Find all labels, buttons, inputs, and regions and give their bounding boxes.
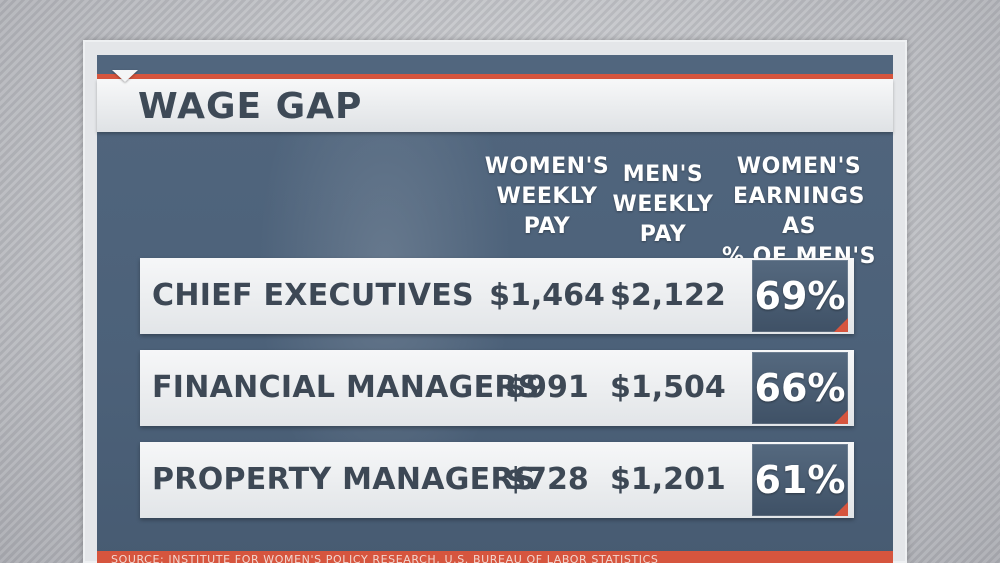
occupation-label: CHIEF EXECUTIVES <box>152 278 474 313</box>
table-row: FINANCIAL MANAGERS $991 $1,504 66% <box>140 350 854 426</box>
column-header-men-weekly-pay: MEN'S WEEKLY PAY <box>612 162 714 247</box>
percent-badge: 61% <box>752 444 848 516</box>
men-weekly-pay-value: $2,122 <box>610 278 726 313</box>
percent-badge: 69% <box>752 260 848 332</box>
source-stripe: SOURCE: INSTITUTE FOR WOMEN'S POLICY RES… <box>97 551 893 563</box>
women-weekly-pay-value: $991 <box>505 370 589 405</box>
percent-value: 66% <box>754 366 846 410</box>
triangle-marker-icon <box>112 70 138 82</box>
women-weekly-pay-value: $728 <box>505 462 589 497</box>
column-header-women-pct-of-men: WOMEN'S EARNINGS AS % OF MEN'S <box>721 154 876 269</box>
percent-value: 69% <box>754 274 846 318</box>
graphic-title: WAGE GAP <box>138 86 363 127</box>
women-weekly-pay-value: $1,464 <box>489 278 605 313</box>
corner-accent-icon <box>834 502 848 516</box>
table-row: CHIEF EXECUTIVES $1,464 $2,122 69% <box>140 258 854 334</box>
top-accent-stripe <box>97 74 893 79</box>
percent-value: 61% <box>754 458 846 502</box>
corner-accent-icon <box>834 318 848 332</box>
occupation-label: PROPERTY MANAGERS <box>152 462 536 497</box>
corner-accent-icon <box>834 410 848 424</box>
occupation-label: FINANCIAL MANAGERS <box>152 370 540 405</box>
column-header-women-weekly-pay: WOMEN'S WEEKLY PAY <box>484 154 610 239</box>
source-text: SOURCE: INSTITUTE FOR WOMEN'S POLICY RES… <box>111 553 659 563</box>
men-weekly-pay-value: $1,201 <box>610 462 726 497</box>
men-weekly-pay-value: $1,504 <box>610 370 726 405</box>
title-bar <box>97 79 893 132</box>
percent-badge: 66% <box>752 352 848 424</box>
table-row: PROPERTY MANAGERS $728 $1,201 61% <box>140 442 854 518</box>
